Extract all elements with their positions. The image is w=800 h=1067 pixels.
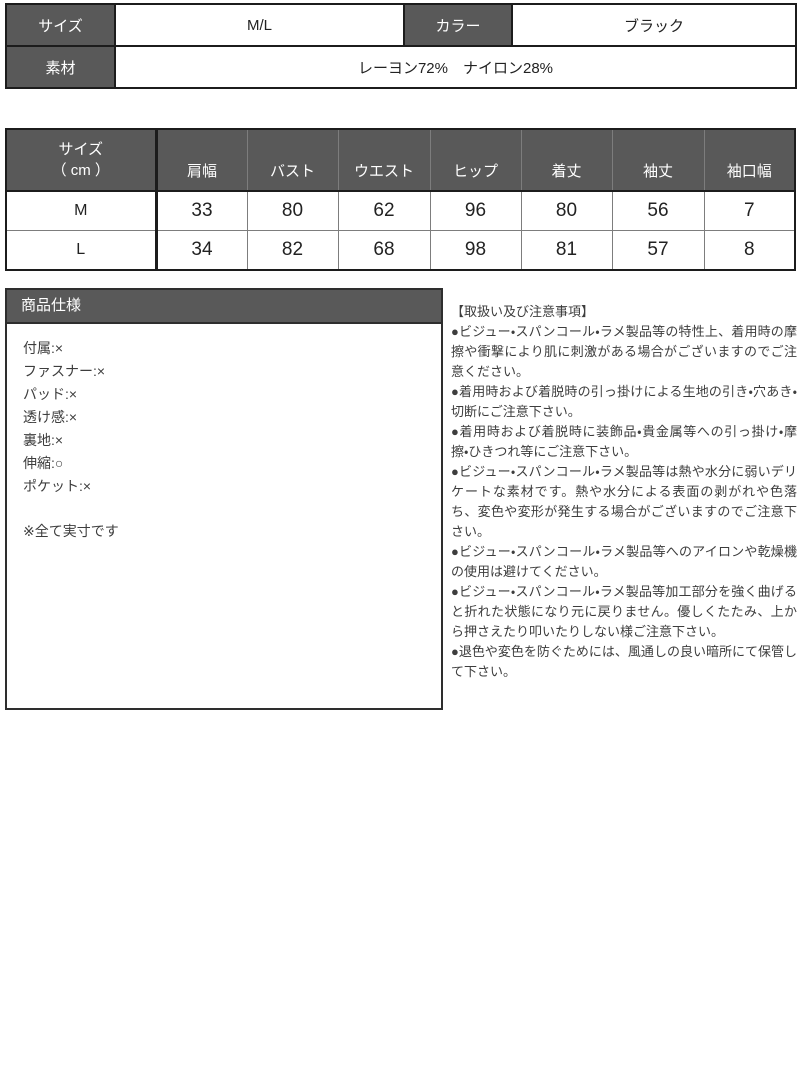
spec-box-title: 商品仕様 [7, 290, 441, 324]
size-chart-table: サイズ （ cm ） 肩幅 バスト ウエスト ヒップ 着丈 袖丈 袖口幅 M 3… [5, 128, 796, 271]
color-header-cell: カラー [403, 3, 513, 47]
care-note-item: ●ビジュー・スパンコール・ラメ製品等の特性上、着用時の摩擦や衝撃により肌に刺激が… [451, 324, 797, 379]
value-cell: 62 [337, 190, 431, 231]
value-cell: 56 [611, 190, 705, 231]
col-header-bust: バスト [246, 128, 339, 192]
spec-measurement-note: ※全て実寸です [23, 523, 119, 539]
size-header-cell: サイズ [5, 3, 116, 47]
info-row-material: 素材 レーヨン72% ナイロン28% [5, 45, 797, 89]
size-chart-corner-cell: サイズ （ cm ） [5, 128, 158, 192]
value-cell: 68 [337, 230, 431, 271]
spec-item-pad: パッド:× [23, 386, 78, 402]
spec-item-stretch: 伸縮:○ [23, 455, 64, 471]
row-label-m: M [5, 190, 158, 231]
care-note-item: ●退色や変色を防ぐためには、風通しの良い暗所にて保管して下さい。 [451, 644, 797, 679]
color-value-cell: ブラック [511, 3, 797, 47]
spec-item-pocket: ポケット:× [23, 478, 92, 494]
value-cell: 8 [703, 230, 796, 271]
spec-box: 商品仕様 付属:× ファスナー:× パッド:× 透け感:× 裏地:× 伸縮:○ … [5, 288, 443, 710]
care-note-item: ●ビジュー・スパンコール・ラメ製品等は熱や水分に弱いデリケートな素材です。熱や水… [451, 464, 797, 539]
care-note-item: ●着用時および着脱時の引っ掛けによる生地の引き・穴あき・切断にご注意下さい。 [451, 384, 797, 419]
value-cell: 96 [429, 190, 522, 231]
size-chart-row-l: L 34 82 68 98 81 57 8 [5, 230, 796, 271]
value-cell: 57 [611, 230, 705, 271]
col-header-shoulder: 肩幅 [155, 128, 248, 192]
col-header-length: 着丈 [520, 128, 613, 192]
value-cell: 34 [155, 230, 248, 271]
size-chart-row-m: M 33 80 62 96 80 56 7 [5, 190, 796, 231]
spec-list: 付属:× ファスナー:× パッド:× 透け感:× 裏地:× 伸縮:○ ポケット:… [7, 324, 441, 543]
corner-line2: （ cm ） [51, 162, 110, 179]
care-note-item: ●ビジュー・スパンコール・ラメ製品等加工部分を強く曲げると折れた状態になり元に戻… [451, 584, 797, 639]
corner-line1: サイズ [58, 141, 104, 158]
size-chart-header-row: サイズ （ cm ） 肩幅 バスト ウエスト ヒップ 着丈 袖丈 袖口幅 [5, 128, 796, 192]
material-header-cell: 素材 [5, 45, 116, 89]
care-note-item: ●ビジュー・スパンコール・ラメ製品等へのアイロンや乾燥機の使用は避けてください。 [451, 544, 797, 579]
spec-item-fastener: ファスナー:× [23, 363, 106, 379]
row-label-l: L [5, 230, 158, 271]
size-value-cell: M/L [114, 3, 405, 47]
care-note-item: ●着用時および着脱時に装飾品・貴金属等への引っ掛け・摩擦・ひきつれ等にご注意下さ… [451, 424, 797, 459]
col-header-cuff: 袖口幅 [703, 128, 796, 192]
col-header-sleeve: 袖丈 [611, 128, 705, 192]
spec-item-accessory: 付属:× [23, 340, 64, 356]
value-cell: 80 [246, 190, 339, 231]
info-row-size-color: サイズ M/L カラー ブラック [5, 3, 797, 47]
spec-item-sheerness: 透け感:× [23, 409, 78, 425]
care-notes: 【取扱い及び注意事項】 ●ビジュー・スパンコール・ラメ製品等の特性上、着用時の摩… [451, 302, 797, 682]
info-table: サイズ M/L カラー ブラック 素材 レーヨン72% ナイロン28% [5, 3, 797, 89]
material-value-cell: レーヨン72% ナイロン28% [114, 45, 797, 89]
value-cell: 7 [703, 190, 796, 231]
value-cell: 82 [246, 230, 339, 271]
value-cell: 80 [520, 190, 613, 231]
col-header-waist: ウエスト [337, 128, 431, 192]
spec-item-lining: 裏地:× [23, 432, 64, 448]
care-notes-title: 【取扱い及び注意事項】 [451, 304, 595, 319]
value-cell: 81 [520, 230, 613, 271]
col-header-hip: ヒップ [429, 128, 522, 192]
value-cell: 98 [429, 230, 522, 271]
value-cell: 33 [155, 190, 248, 231]
